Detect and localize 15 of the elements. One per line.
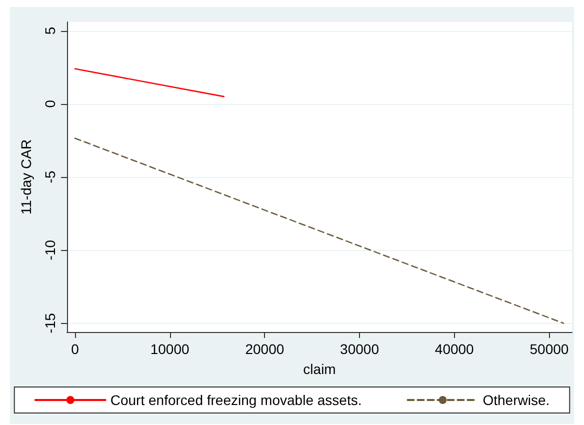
x-axis-title: claim — [303, 361, 336, 377]
x-tick-label: 40000 — [434, 341, 474, 357]
y-tick-label: -10 — [42, 240, 58, 260]
y-tick-label: 0 — [42, 100, 58, 108]
x-tick-label: 0 — [71, 341, 80, 357]
x-tick-label: 50000 — [530, 341, 569, 357]
y-tick-label: 5 — [42, 26, 58, 35]
legend-label: Otherwise. — [482, 392, 550, 408]
y-tick-label: -15 — [42, 312, 58, 334]
y-axis-title: 11-day CAR — [18, 139, 34, 215]
x-tick-label: 30000 — [340, 341, 380, 357]
y-tick-label: -5 — [42, 170, 58, 184]
x-tick-label: 10000 — [150, 341, 190, 357]
x-tick-label: 20000 — [245, 341, 284, 357]
legend-label: Court enforced freezing movable assets. — [110, 392, 362, 408]
